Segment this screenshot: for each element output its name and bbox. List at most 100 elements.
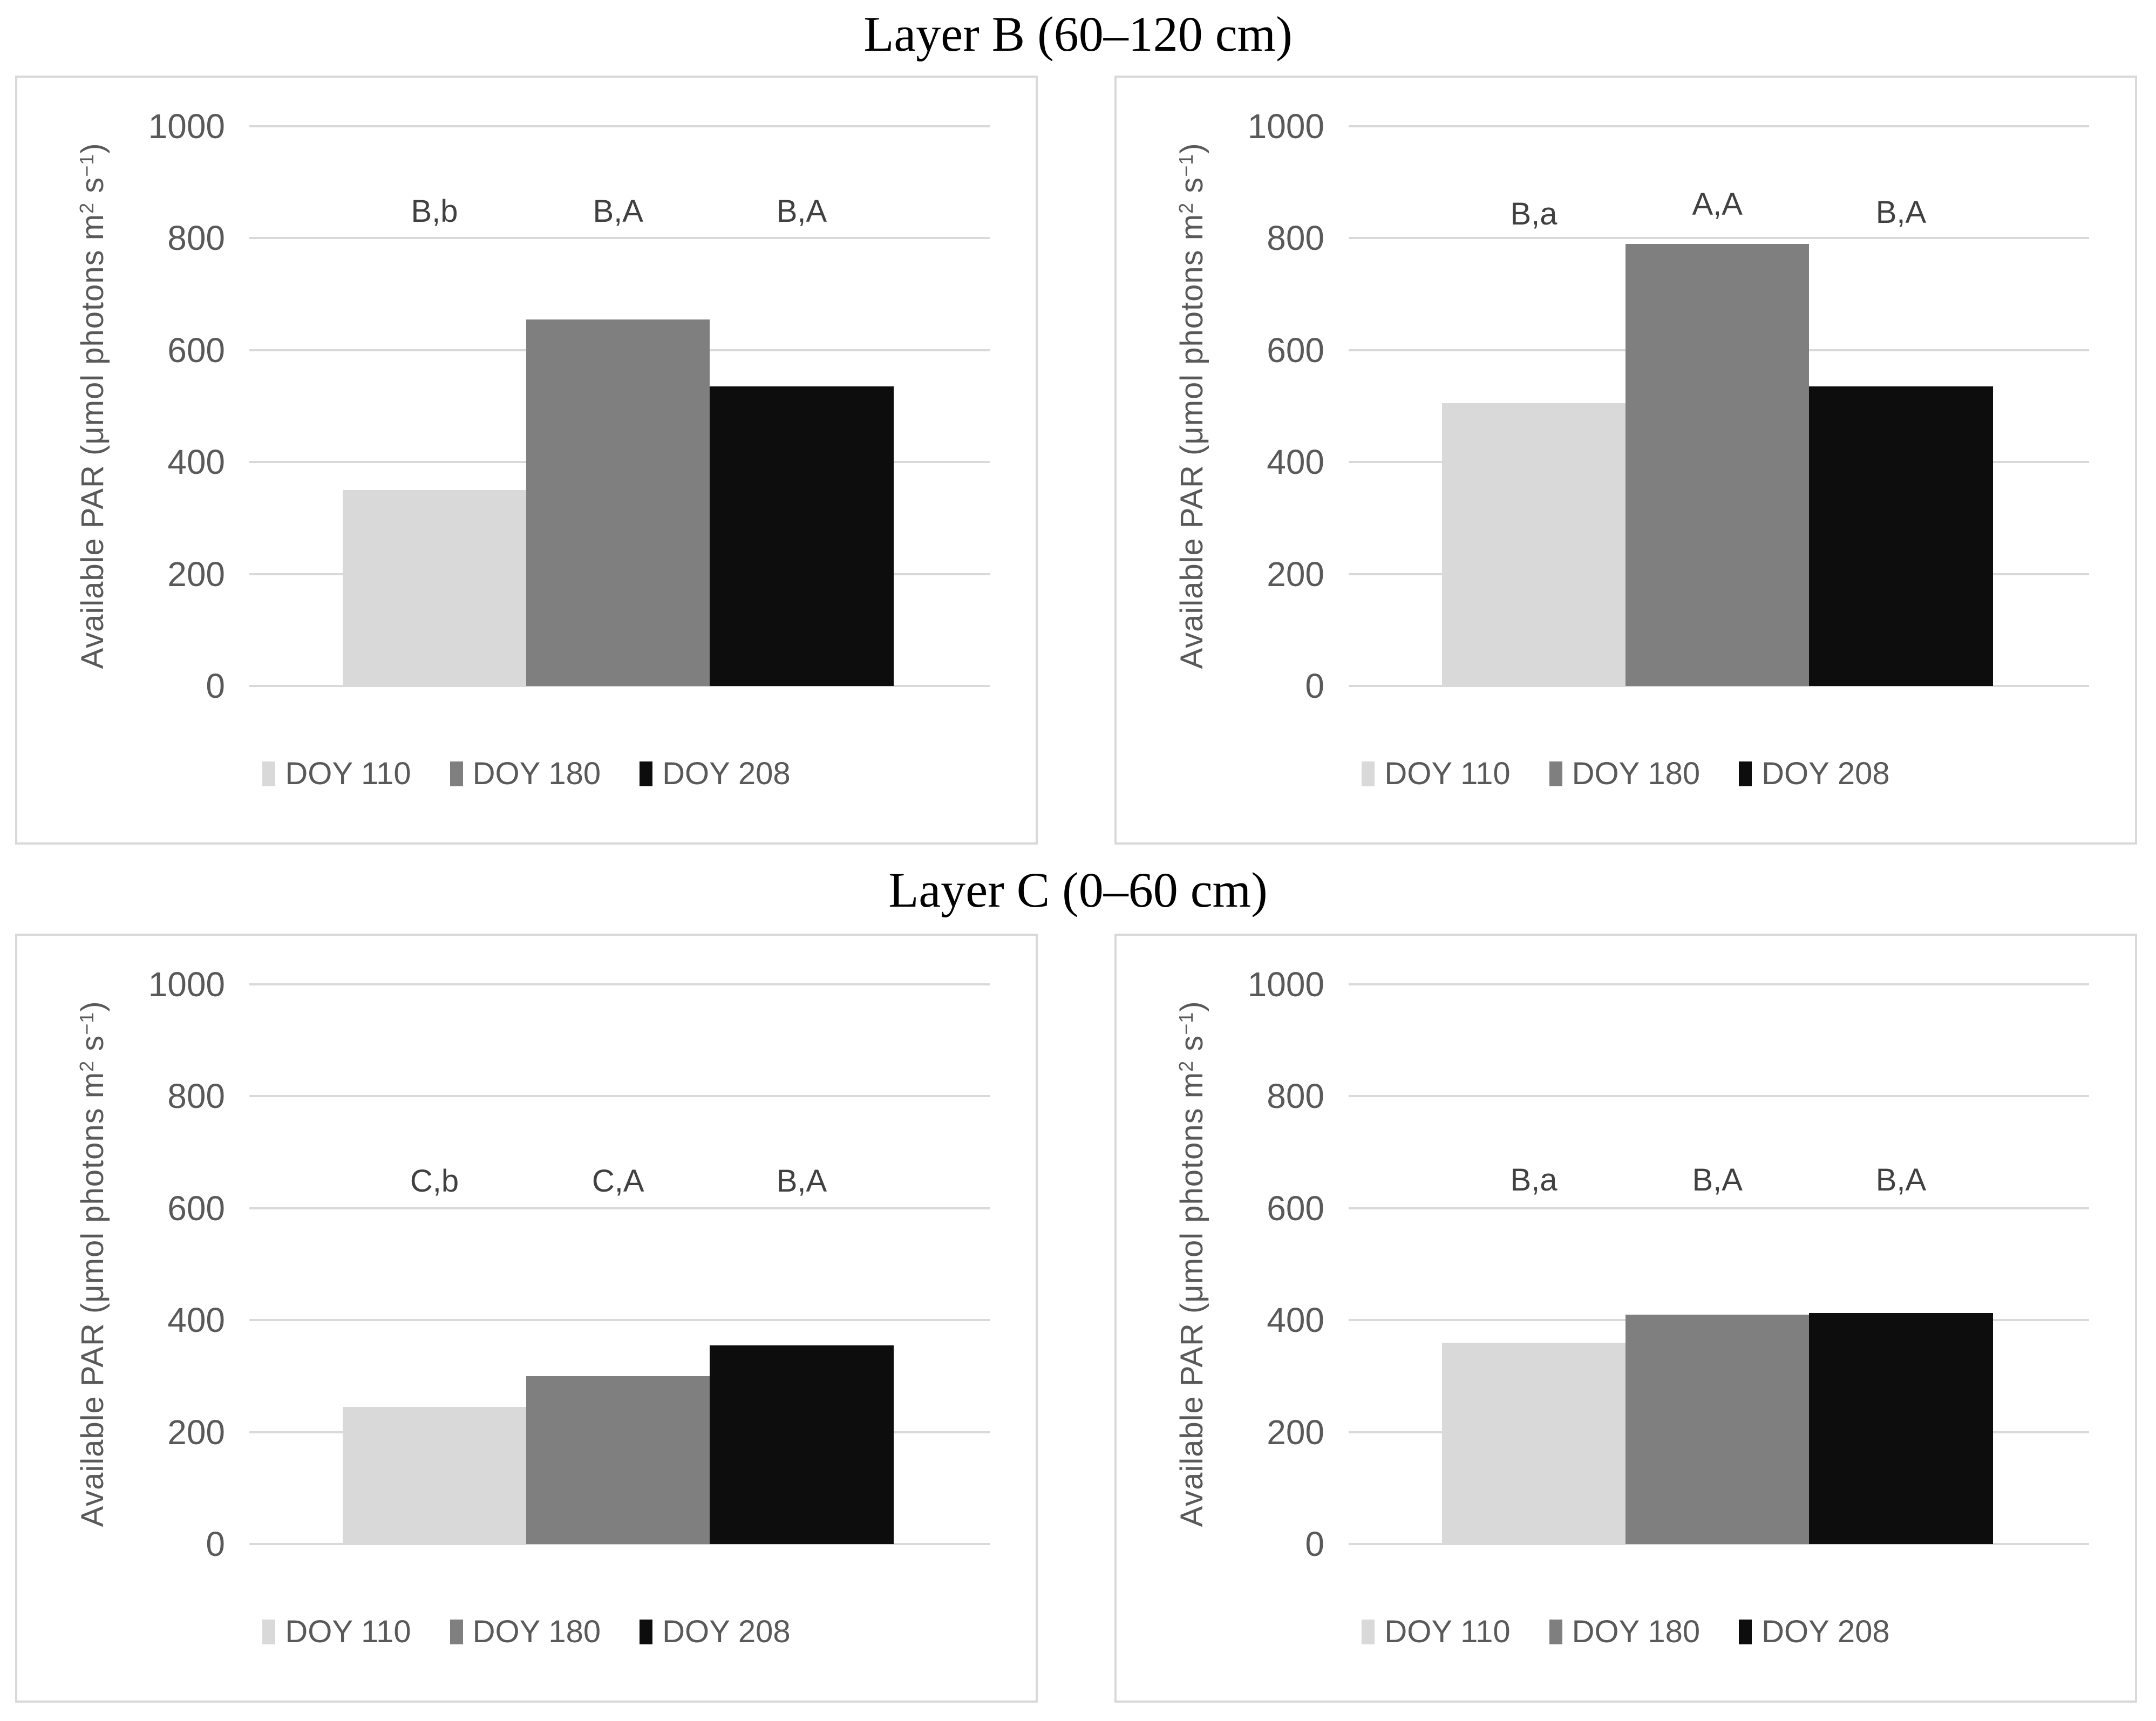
y-tick-label-1000: 1000 <box>1247 965 1324 1004</box>
y-axis-tick-labels: 0 200 400 600 800 1000 <box>148 109 990 703</box>
annotation-labels: C,b C,A B,A <box>249 984 990 1544</box>
y-axis-tick-labels: 0 200 400 600 800 1000 <box>1248 967 2089 1561</box>
y-axis-label-text: s <box>1174 1035 1209 1060</box>
y-tick-label-0: 0 <box>1305 1525 1324 1563</box>
y-axis-label-superscript: −1 <box>1175 1011 1197 1035</box>
y-tick-label-600: 600 <box>167 1188 225 1228</box>
y-tick-label-800: 800 <box>167 1077 225 1116</box>
y-axis-label-text: s <box>75 1035 110 1060</box>
y-tick-label-800: 800 <box>1267 1077 1324 1116</box>
legend: DOY 110 DOY 180 DOY 208 <box>1117 758 2135 790</box>
legend-swatch-icon <box>450 761 463 786</box>
y-tick-label-600: 600 <box>167 330 225 370</box>
legend-label: DOY 180 <box>472 1614 601 1649</box>
gridline <box>1349 1207 2089 1209</box>
legend-swatch-icon <box>1549 1620 1562 1644</box>
y-tick-label-800: 800 <box>1267 219 1324 258</box>
y-axis-label-text: ) <box>75 142 110 154</box>
charts-row-layer-b: Available PAR (μmol photons m2 s−1) 0 200… <box>0 76 2156 845</box>
y-axis-label-text: Available PAR (μmol photons m <box>75 1071 110 1527</box>
bar-doy-208 <box>1809 386 1993 686</box>
y-tick-label-400: 400 <box>167 1301 225 1340</box>
annotation-label: B,A <box>1875 1162 1927 1198</box>
legend-item-doy-208: DOY 208 <box>640 758 791 790</box>
legend-item-doy-180: DOY 180 <box>450 758 601 790</box>
legend-swatch-icon <box>1549 761 1562 786</box>
bar-doy-180 <box>526 1376 710 1544</box>
legend: DOY 110 DOY 180 DOY 208 <box>17 1616 1036 1648</box>
y-axis-label-text: ) <box>75 1001 110 1012</box>
legend-swatch-icon <box>1739 1620 1752 1644</box>
annotation-labels: B,b B,A B,A <box>249 126 990 686</box>
annotation-label: B,a <box>1510 1162 1558 1198</box>
y-axis-label-text: s <box>75 176 110 202</box>
y-axis-label-text: s <box>1174 176 1209 202</box>
legend-swatch-icon <box>1362 761 1375 786</box>
bar-series <box>249 126 990 686</box>
annotation-label: B,a <box>1510 196 1558 232</box>
y-tick-label-0: 0 <box>206 1525 225 1563</box>
chart-panel-bottom-left: Available PAR (μmol photons m2 s−1) 0 200… <box>15 934 1038 1703</box>
charts-row-layer-c: Available PAR (μmol photons m2 s−1) 0 200… <box>0 934 2156 1703</box>
bar-doy-180 <box>526 319 710 686</box>
annotation-label: B,A <box>1875 194 1927 230</box>
legend-swatch-icon <box>640 1620 653 1644</box>
y-axis-label-superscript: −1 <box>76 1011 98 1035</box>
legend-label: DOY 180 <box>1572 1614 1701 1649</box>
bar-series <box>1349 984 2089 1544</box>
gridline <box>1349 237 2089 240</box>
y-tick-label-800: 800 <box>167 219 225 258</box>
plot-area: 0 200 400 600 800 1000 C,b C,A B,A <box>148 967 990 1561</box>
y-tick-label-400: 400 <box>1267 1301 1324 1340</box>
annotation-label: B,A <box>776 193 827 229</box>
y-axis-label-superscript: 2 <box>1175 202 1197 214</box>
legend-label: DOY 208 <box>662 1614 791 1649</box>
bar-doy-110 <box>342 1406 527 1544</box>
y-tick-label-0: 0 <box>206 666 225 705</box>
y-axis-label-superscript: 2 <box>76 202 98 214</box>
bar-series <box>249 984 990 1544</box>
y-axis-tick-labels: 0 200 400 600 800 1000 <box>148 967 990 1561</box>
y-axis-label-text: Available PAR (μmol photons m <box>1174 213 1209 669</box>
y-axis-label-superscript: 2 <box>1175 1060 1197 1072</box>
gridline <box>249 125 990 127</box>
x-axis-line <box>249 1543 990 1545</box>
legend-label: DOY 208 <box>1761 1614 1890 1649</box>
legend-item-doy-180: DOY 180 <box>1549 758 1700 790</box>
y-tick-label-200: 200 <box>1267 1412 1324 1452</box>
bar-doy-110 <box>1441 403 1626 686</box>
chart-panel-top-right: Available PAR (μmol photons m2 s−1) 0 200… <box>1114 76 2137 845</box>
y-tick-label-200: 200 <box>1267 554 1324 594</box>
y-tick-label-1000: 1000 <box>148 107 225 146</box>
y-axis-label-superscript: −1 <box>76 153 98 177</box>
y-axis-label-text: ) <box>1174 1001 1209 1012</box>
plot-area: 0 200 400 600 800 1000 B,b B,A B,A <box>148 109 990 703</box>
y-axis-label: Available PAR (μmol photons m2 s−1) <box>1174 1001 1209 1527</box>
legend-item-doy-180: DOY 180 <box>1549 1614 1701 1649</box>
legend-swatch-icon <box>262 1620 276 1644</box>
figure-title-layer-c: Layer C (0–60 cm) <box>888 862 1268 917</box>
legend-label: DOY 110 <box>285 1614 411 1649</box>
gridline <box>249 1095 990 1098</box>
legend-item-doy-208: DOY 208 <box>640 1616 791 1648</box>
legend-item-doy-110: DOY 110 <box>1362 756 1511 791</box>
legend-label: DOY 110 <box>1384 756 1511 791</box>
y-axis-tick-labels: 0 200 400 600 800 1000 <box>1248 109 2089 703</box>
y-tick-label-200: 200 <box>167 1412 225 1452</box>
legend-label: DOY 180 <box>472 756 601 791</box>
gridline <box>1349 983 2089 985</box>
plot-area: 0 200 400 600 800 1000 B,a B,A B,A <box>1248 967 2089 1561</box>
bar-doy-208 <box>710 1345 894 1544</box>
chart-panel-bottom-right: Available PAR (μmol photons m2 s−1) 0 200… <box>1114 934 2137 1703</box>
chart-panel-top-left: Available PAR (μmol photons m2 s−1) 0 200… <box>15 76 1038 845</box>
y-axis-label-superscript: −1 <box>1175 153 1197 177</box>
y-tick-label-0: 0 <box>1305 666 1324 705</box>
y-tick-label-400: 400 <box>167 443 225 482</box>
gridline <box>1349 125 2089 127</box>
y-tick-label-600: 600 <box>1267 330 1324 370</box>
annotation-label: B,b <box>411 193 458 229</box>
bar-doy-208 <box>710 386 894 686</box>
legend-item-doy-208: DOY 208 <box>1739 758 1890 790</box>
legend-swatch-icon <box>1362 1620 1375 1644</box>
